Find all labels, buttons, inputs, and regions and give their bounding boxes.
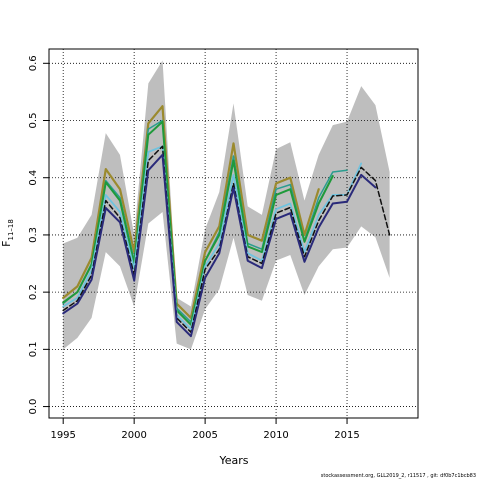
x-tick-label: 2005 bbox=[192, 430, 217, 441]
x-tick-label: 2015 bbox=[334, 430, 359, 441]
series-line-3 bbox=[62, 120, 334, 326]
y-axis-title-sub: 11–18 bbox=[7, 219, 15, 240]
series-line-5 bbox=[62, 145, 391, 333]
y-tick-label: 0.3 bbox=[28, 227, 39, 243]
series-line-6 bbox=[62, 153, 377, 338]
y-axis-title: F11–18 bbox=[0, 219, 15, 247]
series-lines bbox=[62, 105, 391, 338]
plot-frame bbox=[48, 48, 419, 419]
y-tick-label: 0.1 bbox=[28, 341, 39, 357]
x-tick-label: 2010 bbox=[263, 430, 288, 441]
y-tick-label: 0.0 bbox=[28, 399, 39, 415]
y-tick-label: 0.5 bbox=[28, 113, 39, 129]
y-tick-label: 0.4 bbox=[28, 170, 39, 186]
y-tick-label: 0.6 bbox=[28, 55, 39, 71]
x-tick-label: 1995 bbox=[50, 430, 75, 441]
y-axis-title-main: F bbox=[0, 241, 13, 247]
series-line-1 bbox=[62, 105, 320, 319]
x-axis-title: Years bbox=[218, 454, 248, 467]
footer-note: stockassessment.org, GLL2019_2, r11517 ,… bbox=[320, 473, 476, 479]
x-tick-label: 2000 bbox=[121, 430, 146, 441]
axes: 1995 2000 2005 2010 2015 0.0 0.1 0.2 0.3 0.4 0.5 0.… bbox=[28, 48, 419, 441]
y-tick-label: 0.2 bbox=[28, 284, 39, 300]
series-line-4 bbox=[62, 145, 363, 331]
